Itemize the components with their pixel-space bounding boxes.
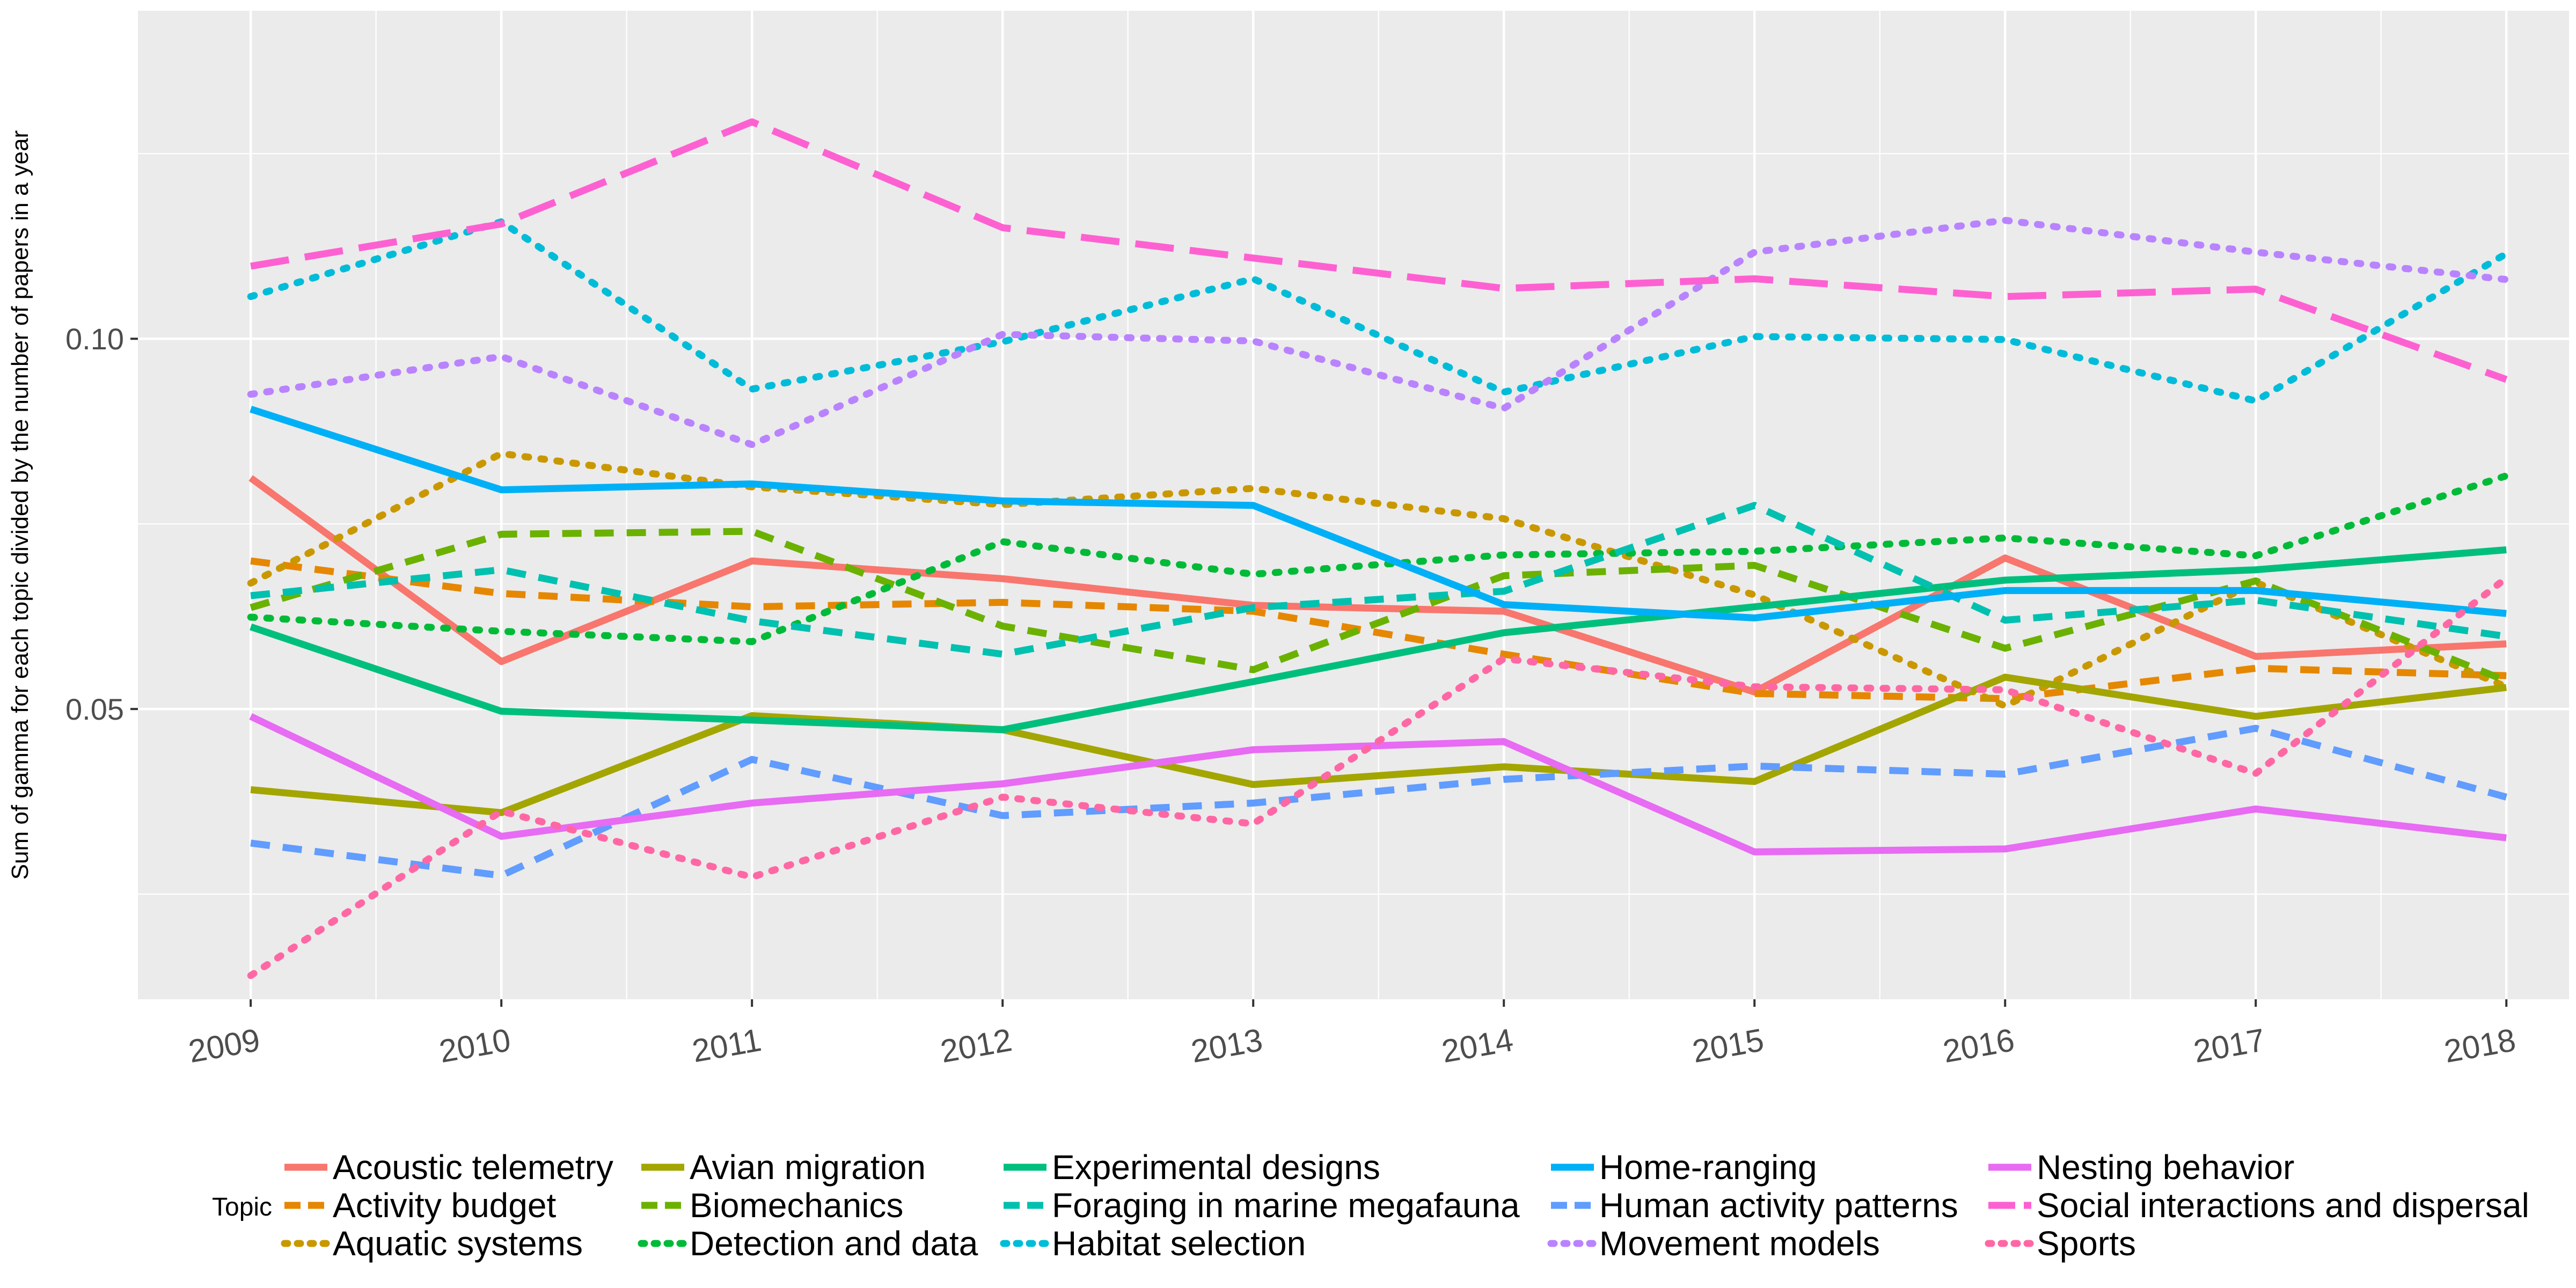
legend-label: Sports: [2037, 1224, 2136, 1263]
legend-item: Movement models: [1547, 1224, 1880, 1263]
series-line: [247, 472, 2510, 646]
legend-item: Foraging in marine megafauna: [1004, 1186, 1520, 1225]
legend-label: Home-ranging: [1599, 1148, 1817, 1187]
legend-label: Biomechanics: [690, 1186, 903, 1225]
x-tick-label: 2009: [186, 1022, 262, 1070]
x-axis-ticks: 2009 2010 2011 2012 2013 2014 2015 2016 2017 2018: [186, 999, 2519, 1070]
series-line: [250, 118, 2508, 383]
plot-panel: [138, 11, 2569, 999]
series-line: [250, 406, 2507, 621]
legend-label: Aquatic systems: [333, 1224, 583, 1263]
x-tick-label: 2014: [1439, 1022, 1516, 1070]
legend-label: Activity budget: [333, 1186, 556, 1225]
series-lines: [247, 118, 2510, 979]
y-tick-label: 0.10: [65, 322, 124, 356]
y-axis-label: Sum of gamma for each topic divided by t…: [7, 130, 33, 880]
x-tick-label: 2018: [2441, 1022, 2518, 1070]
legend-label: Avian migration: [690, 1148, 926, 1187]
x-tick-label: 2017: [2191, 1022, 2267, 1070]
legend-item: Home-ranging: [1551, 1148, 1817, 1187]
legend-label: Foraging in marine megafauna: [1052, 1186, 1520, 1225]
series-line: [247, 574, 2510, 979]
legend-item: Avian migration: [641, 1148, 926, 1187]
series-line: [247, 218, 2510, 405]
legend-item: Acoustic telemetry: [284, 1148, 613, 1187]
legend-label: Habitat selection: [1052, 1224, 1306, 1263]
x-tick-label: 2015: [1689, 1022, 1766, 1070]
legend-label: Nesting behavior: [2037, 1148, 2294, 1187]
legend-item: Nesting behavior: [1988, 1148, 2294, 1187]
x-tick-label: 2012: [938, 1022, 1014, 1070]
y-tick-label: 0.05: [65, 692, 124, 726]
x-tick-label: 2010: [436, 1022, 513, 1070]
legend-label: Human activity patterns: [1599, 1186, 1958, 1225]
series-line: [250, 546, 2507, 734]
legend-item: Activity budget: [284, 1186, 556, 1225]
series-line: [250, 674, 2507, 816]
series-line: [250, 528, 2508, 684]
legend-item: Detection and data: [638, 1224, 978, 1263]
legend-item: Social interactions and dispersal: [1988, 1186, 2529, 1225]
x-tick-label: 2011: [690, 1022, 764, 1069]
legend-item: Experimental designs: [1004, 1148, 1380, 1187]
legend-label: Acoustic telemetry: [333, 1148, 613, 1187]
legend-label: Experimental designs: [1052, 1148, 1380, 1187]
series-line: [247, 217, 2510, 448]
legend-item: Habitat selection: [1000, 1224, 1306, 1263]
series-line: [249, 713, 2507, 855]
series-line: [247, 450, 2510, 710]
y-axis-ticks: 0.05 0.10: [65, 322, 138, 726]
series-line: [250, 502, 2507, 658]
legend-title: Topic: [212, 1193, 272, 1221]
legend-item: Biomechanics: [641, 1186, 903, 1225]
legend-label: Movement models: [1599, 1224, 1880, 1263]
legend-label: Social interactions and dispersal: [2037, 1186, 2529, 1225]
legend-label: Detection and data: [690, 1224, 978, 1263]
legend-item: Human activity patterns: [1551, 1186, 1958, 1225]
x-tick-label: 2013: [1188, 1022, 1265, 1070]
series-line: [250, 557, 2507, 702]
legend-item: Aquatic systems: [281, 1224, 583, 1263]
x-tick-label: 2016: [1940, 1022, 2017, 1070]
legend-item: Sports: [1985, 1224, 2136, 1263]
